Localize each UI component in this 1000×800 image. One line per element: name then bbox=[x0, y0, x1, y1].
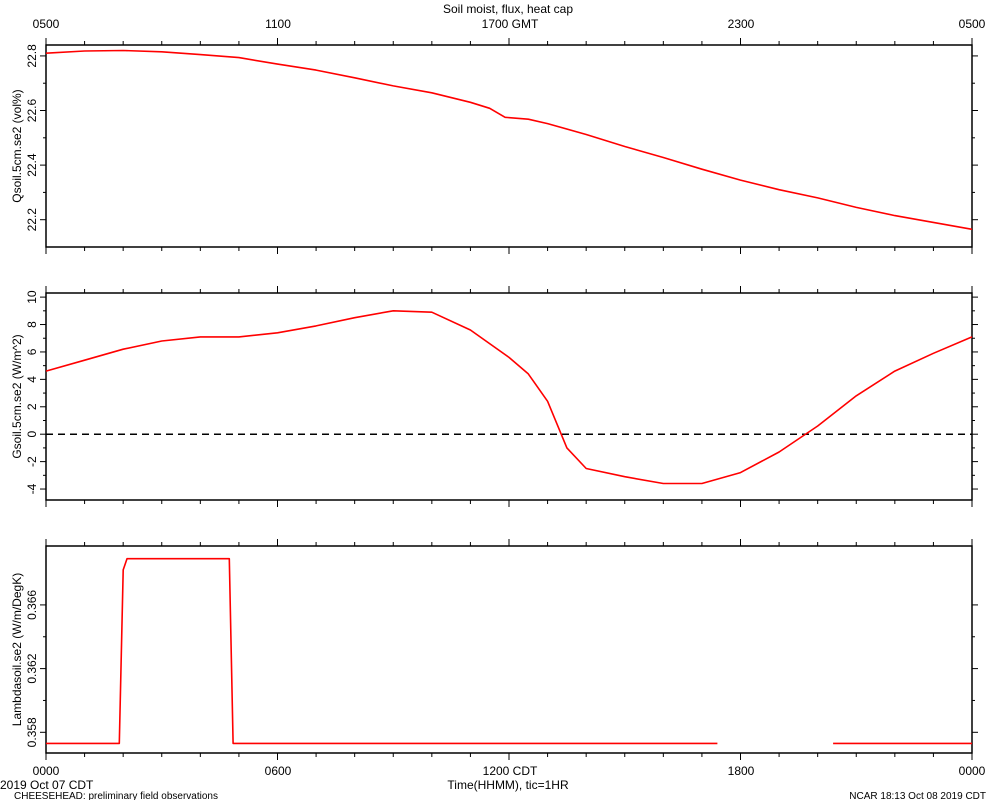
plot-frame bbox=[45, 292, 973, 501]
bottom-tick-label: 1200 CDT bbox=[483, 764, 538, 778]
top-axis-labels: 0500 1100 1700 GMT 2300 0500 bbox=[33, 17, 986, 31]
series-line bbox=[45, 49, 973, 231]
y-tick-label: 22.6 bbox=[25, 99, 39, 123]
y-tick-label: 8 bbox=[25, 321, 39, 328]
timestamp-label: NCAR 18:13 Oct 08 2019 CDT bbox=[849, 791, 986, 800]
y-tick-label: 22.2 bbox=[25, 208, 39, 232]
y-tick-label: 0.362 bbox=[25, 653, 39, 683]
y-tick-label: 10 bbox=[25, 290, 39, 304]
top-tick-label: 0500 bbox=[959, 17, 986, 31]
date-label: 2019 Oct 07 CDT bbox=[0, 778, 94, 792]
y-tick-label: 0 bbox=[25, 431, 39, 438]
y-tick-label: 22.4 bbox=[25, 153, 39, 177]
plot-frame bbox=[45, 44, 973, 248]
y-tick-label: 4 bbox=[25, 376, 39, 383]
y-tick-label: 22.8 bbox=[25, 44, 39, 68]
x-axis-title: Time(HHMM), tic=1HR bbox=[447, 778, 569, 792]
y-tick-label: -2 bbox=[25, 456, 39, 467]
top-tick-label: 2300 bbox=[728, 17, 755, 31]
top-tick-label: 1100 bbox=[265, 17, 291, 31]
y-axis-title: Qsoil.5cm.se2 (vol%) bbox=[10, 89, 24, 202]
bottom-tick-label: 0600 bbox=[265, 764, 292, 778]
series-line bbox=[45, 309, 973, 485]
y-tick-label: -4 bbox=[25, 483, 39, 494]
bottom-tick-label: 1800 bbox=[728, 764, 755, 778]
bottom-tick-label: 0000 bbox=[959, 764, 986, 778]
y-tick-label: 2 bbox=[25, 403, 39, 410]
plot-frame bbox=[45, 545, 973, 754]
top-tick-label: 1700 GMT bbox=[482, 17, 539, 31]
series-line bbox=[46, 557, 718, 745]
soil-moisture-panel: 22.2 22.4 22.6 22.8 Qsoil.5cm.se2 (vol%) bbox=[10, 38, 978, 254]
y-tick-label: 0.366 bbox=[25, 590, 39, 620]
bottom-axis-labels: 0000 0600 1200 CDT 1800 0000 bbox=[33, 764, 986, 778]
y-axis-title: Lambdasoil.se2 (W/m/DegK) bbox=[10, 573, 24, 726]
y-tick-label: 0.358 bbox=[25, 717, 39, 747]
top-tick-label: 0500 bbox=[33, 17, 60, 31]
project-label: CHEESEHEAD: preliminary field observatio… bbox=[14, 791, 218, 800]
bottom-tick-label: 0000 bbox=[33, 764, 60, 778]
soil-heat-flux-panel: -4 -2 0 2 4 6 8 10 Gsoil.5cm.se2 (W/m^2) bbox=[10, 286, 978, 507]
y-axis-title: Gsoil.5cm.se2 (W/m^2) bbox=[10, 334, 24, 458]
chart-title: Soil moist, flux, heat cap bbox=[443, 2, 573, 16]
y-tick-label: 6 bbox=[25, 348, 39, 355]
